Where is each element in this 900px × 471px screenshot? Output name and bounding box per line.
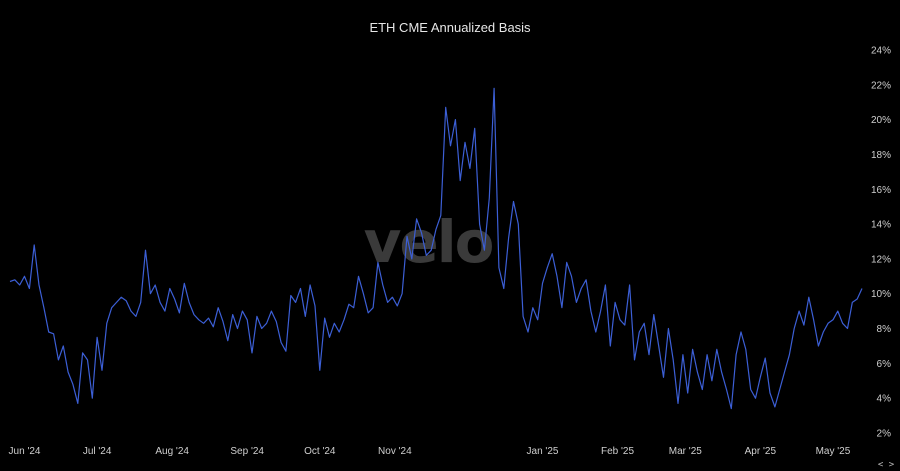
- chart-title: ETH CME Annualized Basis: [369, 20, 531, 35]
- x-tick-label: Jun '24: [9, 446, 41, 457]
- x-tick-label: Feb '25: [601, 446, 634, 457]
- y-axis: 2% 4% 6% 8% 10% 12% 14% 16% 18% 20% 22% 24%: [871, 46, 891, 440]
- x-tick-label: Jan '25: [527, 446, 559, 457]
- y-tick-label: 12%: [871, 254, 891, 265]
- x-tick-label: Jul '24: [83, 446, 112, 457]
- y-tick-label: 4%: [877, 394, 892, 405]
- scroll-nav-arrows[interactable]: < >: [878, 460, 895, 470]
- y-tick-label: 8%: [877, 324, 892, 335]
- y-tick-label: 16%: [871, 185, 891, 196]
- y-tick-label: 24%: [871, 46, 891, 57]
- basis-series-line: [9, 87, 863, 410]
- y-tick-label: 10%: [871, 289, 891, 300]
- y-tick-label: 14%: [871, 220, 891, 231]
- x-tick-label: Mar '25: [669, 446, 702, 457]
- x-tick-label: May '25: [816, 446, 851, 457]
- x-tick-label: Apr '25: [745, 446, 777, 457]
- velo-watermark: velo: [364, 208, 493, 276]
- series-layer: [9, 87, 863, 410]
- y-tick-label: 20%: [871, 115, 891, 126]
- x-tick-label: Sep '24: [230, 446, 264, 457]
- x-tick-label: Aug '24: [155, 446, 189, 457]
- y-tick-label: 18%: [871, 150, 891, 161]
- y-tick-label: 22%: [871, 80, 891, 91]
- x-tick-label: Oct '24: [304, 446, 336, 457]
- y-tick-label: 2%: [877, 429, 892, 440]
- x-axis: Jun '24 Jul '24 Aug '24 Sep '24 Oct '24 Nov '…: [9, 446, 851, 457]
- x-tick-label: Nov '24: [378, 446, 412, 457]
- y-tick-label: 6%: [877, 359, 892, 370]
